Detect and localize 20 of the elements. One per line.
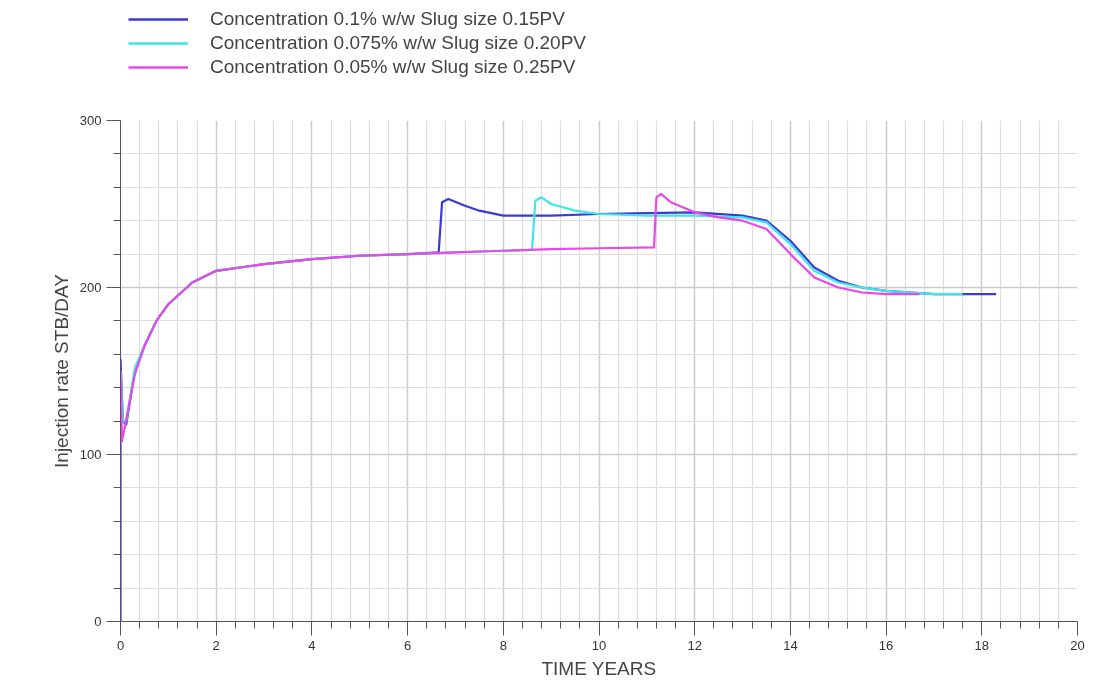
y-tick-label: 100 [79, 447, 102, 462]
x-tick-label: 2 [212, 637, 220, 653]
x-tick-label: 0 [116, 637, 125, 653]
x-tick-label: 10 [591, 637, 607, 653]
x-tick-label: 8 [499, 637, 507, 653]
x-tick-label: 12 [687, 637, 702, 653]
x-tick-label: 18 [974, 637, 990, 653]
y-tick-label: 300 [79, 113, 102, 128]
x-tick-label: 4 [308, 637, 316, 653]
legend-label: Concentration 0.075% w/w Slug size 0.20PV [210, 32, 586, 54]
legend-label: Concentration 0.1% w/w Slug size 0.15PV [210, 8, 565, 30]
y-tick-label: 0 [94, 614, 102, 629]
y-tick-label: 200 [79, 280, 102, 295]
x-tick-label: 6 [403, 637, 412, 653]
x-tick-label: 14 [783, 637, 798, 653]
x-axis-title: TIME YEARS [541, 657, 657, 679]
y-axis-title: Injection rate STB/DAY [50, 273, 72, 468]
legend-label: Concentration 0.05% w/w Slug size 0.25PV [210, 56, 576, 78]
x-tick-label: 16 [878, 637, 894, 653]
x-tick-label: 20 [1070, 637, 1085, 653]
